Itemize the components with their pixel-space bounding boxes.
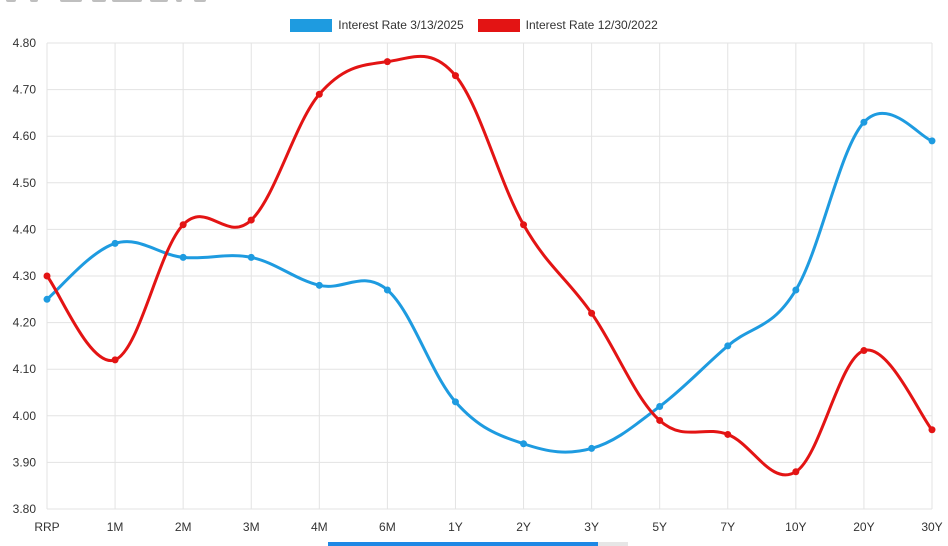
x-tick-label-12: 20Y	[853, 520, 874, 534]
y-axis-tick-labels: 3.80 3.90 4.00 4.10 4.20 4.30 4.40 4.50 4.60 4.70…	[13, 36, 37, 516]
x-tick-label-7: 2Y	[516, 520, 531, 534]
data-point-s0-10[interactable]	[724, 342, 732, 350]
legend-label-series-1: Interest Rate 12/30/2022	[525, 18, 658, 32]
data-point-s0-5[interactable]	[383, 286, 391, 294]
legend-swatch-series-1	[477, 18, 520, 32]
y-tick-label-0: 3.80	[13, 502, 37, 516]
data-point-s1-13[interactable]	[928, 426, 936, 434]
data-point-s0-7[interactable]	[520, 440, 528, 448]
y-tick-label-5: 4.30	[13, 269, 37, 283]
y-tick-label-6: 4.40	[13, 222, 37, 236]
data-point-s1-10[interactable]	[724, 430, 732, 438]
x-tick-label-0: RRP	[34, 520, 59, 534]
series-1	[43, 54, 936, 477]
series-line-1	[45, 54, 934, 477]
y-tick-label-10: 4.80	[13, 36, 37, 50]
horizontal-scrollbar[interactable]	[328, 542, 628, 546]
data-point-s1-6[interactable]	[451, 72, 459, 80]
x-tick-label-13: 30Y	[921, 520, 942, 534]
y-tick-label-9: 4.70	[13, 83, 37, 97]
data-point-s0-4[interactable]	[315, 281, 323, 289]
chart-legend: Interest Rate 3/13/2025 Interest Rate 12…	[0, 18, 948, 32]
data-point-s1-4[interactable]	[315, 90, 323, 98]
legend-label-series-0: Interest Rate 3/13/2025	[338, 18, 464, 32]
data-point-s0-11[interactable]	[792, 286, 800, 294]
x-tick-label-5: 6M	[379, 520, 396, 534]
data-point-s1-7[interactable]	[520, 221, 528, 229]
data-point-s1-5[interactable]	[383, 58, 391, 66]
data-point-s1-11[interactable]	[792, 468, 800, 476]
x-tick-label-1: 1M	[107, 520, 124, 534]
data-point-s0-3[interactable]	[247, 253, 255, 261]
data-point-s0-1[interactable]	[111, 239, 119, 247]
grid	[46, 42, 933, 510]
y-tick-label-1: 3.90	[13, 455, 37, 469]
x-tick-label-8: 3Y	[584, 520, 599, 534]
scrollbar-thumb[interactable]	[328, 542, 598, 546]
x-tick-label-11: 10Y	[785, 520, 806, 534]
y-tick-label-4: 4.20	[13, 316, 37, 330]
x-tick-label-3: 3M	[243, 520, 260, 534]
data-point-s0-8[interactable]	[588, 444, 596, 452]
data-point-s0-6[interactable]	[451, 398, 459, 406]
y-tick-label-7: 4.50	[13, 176, 37, 190]
data-point-s1-9[interactable]	[656, 416, 664, 424]
data-point-s1-2[interactable]	[179, 221, 187, 229]
data-point-s0-0[interactable]	[43, 295, 51, 303]
data-point-s1-8[interactable]	[588, 309, 596, 317]
data-point-s1-1[interactable]	[111, 356, 119, 364]
data-point-s0-13[interactable]	[928, 137, 936, 145]
x-tick-label-4: 4M	[311, 520, 328, 534]
data-point-s0-9[interactable]	[656, 402, 664, 410]
series-layer	[43, 54, 936, 477]
x-tick-label-9: 5Y	[652, 520, 667, 534]
cropped-header-strip	[0, 0, 210, 4]
data-point-s0-12[interactable]	[860, 118, 868, 126]
legend-item-series-0[interactable]: Interest Rate 3/13/2025	[290, 18, 464, 32]
x-axis-tick-labels: RRP 1M 2M 3M 4M 6M 1Y 2Y 3Y 5Y 7Y 10Y 20Y 30Y	[34, 520, 942, 534]
x-tick-label-2: 2M	[175, 520, 192, 534]
data-point-s1-12[interactable]	[860, 347, 868, 355]
legend-swatch-series-0	[290, 18, 333, 32]
series-0	[43, 111, 936, 454]
data-point-s1-0[interactable]	[43, 272, 51, 280]
y-tick-label-2: 4.00	[13, 409, 37, 423]
data-point-s1-3[interactable]	[247, 216, 255, 224]
data-point-s0-2[interactable]	[179, 253, 187, 261]
x-tick-label-6: 1Y	[448, 520, 463, 534]
y-tick-label-3: 4.10	[13, 362, 37, 376]
x-tick-label-10: 7Y	[720, 520, 735, 534]
series-line-0	[45, 111, 934, 454]
y-tick-label-8: 4.60	[13, 129, 37, 143]
legend-item-series-1[interactable]: Interest Rate 12/30/2022	[477, 18, 658, 32]
